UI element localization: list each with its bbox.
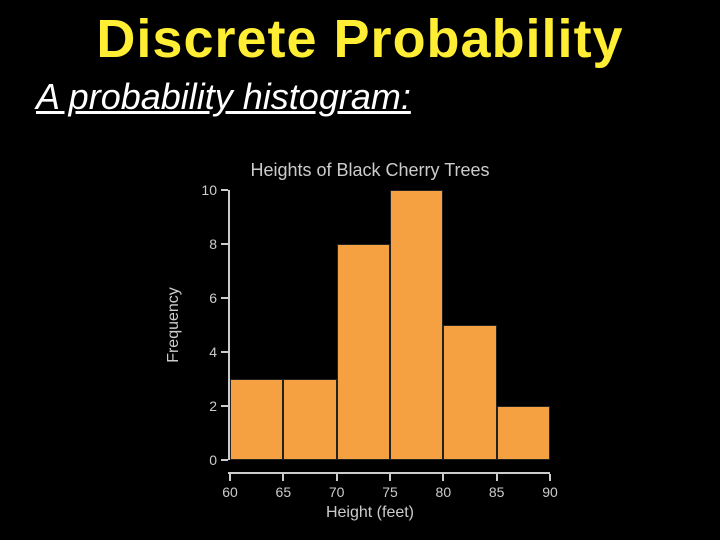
x-tick	[336, 474, 338, 481]
histogram-bar	[337, 244, 390, 460]
y-tick-label: 4	[187, 344, 217, 360]
x-tick-label: 65	[268, 484, 298, 500]
x-tick-label: 80	[428, 484, 458, 500]
slide-title: Discrete Probability	[0, 0, 720, 70]
x-tick-label: 85	[482, 484, 512, 500]
x-tick	[442, 474, 444, 481]
histogram-bar	[230, 379, 283, 460]
x-tick-label: 90	[535, 484, 565, 500]
chart-title: Heights of Black Cherry Trees	[155, 160, 585, 181]
y-tick	[221, 243, 228, 245]
y-tick-label: 8	[187, 236, 217, 252]
y-tick	[221, 459, 228, 461]
y-tick-label: 10	[187, 182, 217, 198]
x-tick	[229, 474, 231, 481]
x-tick	[389, 474, 391, 481]
histogram-bar	[390, 190, 443, 460]
y-tick	[221, 351, 228, 353]
histogram-bar	[443, 325, 496, 460]
x-tick	[496, 474, 498, 481]
y-tick-label: 0	[187, 452, 217, 468]
slide-subtitle: A probability histogram:	[0, 70, 720, 118]
plot-area	[230, 190, 550, 460]
y-tick-label: 2	[187, 398, 217, 414]
x-tick-label: 60	[215, 484, 245, 500]
x-axis-label: Height (feet)	[155, 504, 585, 522]
x-tick-label: 70	[322, 484, 352, 500]
histogram-bar	[497, 406, 550, 460]
histogram-chart: Heights of Black Cherry Trees 0 2 4 6 8 10 60…	[155, 160, 585, 530]
x-tick	[549, 474, 551, 481]
x-tick	[282, 474, 284, 481]
y-axis-label: Frequency	[165, 287, 183, 363]
y-tick	[221, 405, 228, 407]
y-tick	[221, 189, 228, 191]
x-tick-label: 75	[375, 484, 405, 500]
y-tick-label: 6	[187, 290, 217, 306]
histogram-bar	[283, 379, 336, 460]
y-tick	[221, 297, 228, 299]
